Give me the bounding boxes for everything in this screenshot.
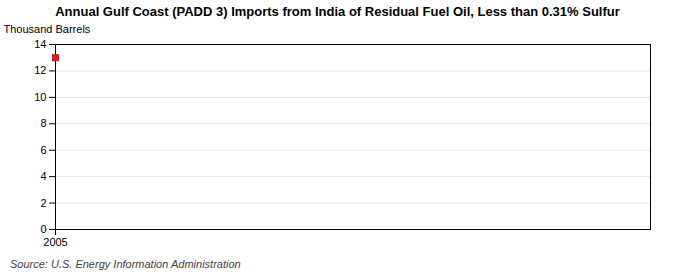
svg-text:14: 14 [34, 38, 46, 50]
svg-text:10: 10 [34, 91, 46, 103]
svg-text:2005: 2005 [43, 236, 67, 248]
svg-text:8: 8 [40, 117, 46, 129]
html-text:Source: U.S. Energy Informatio: Source: U.S. Energy Information Administ… [10, 258, 241, 270]
svg-text:12: 12 [34, 64, 46, 76]
html-text:Annual Gulf Coast (PADD 3) Imp: Annual Gulf Coast (PADD 3) Imports from … [55, 4, 620, 19]
svg-text:6: 6 [40, 144, 46, 156]
svg-text:Thousand Barrels: Thousand Barrels [4, 23, 91, 35]
svg-text:2: 2 [40, 197, 46, 209]
svg-text:4: 4 [40, 170, 46, 182]
svg-text:0: 0 [40, 223, 46, 235]
